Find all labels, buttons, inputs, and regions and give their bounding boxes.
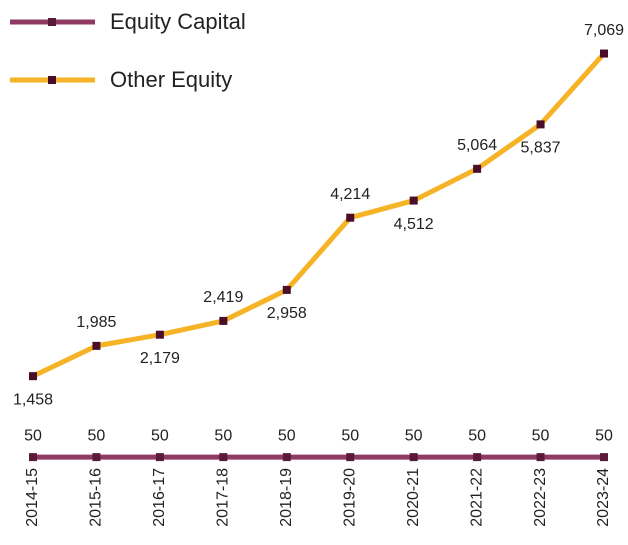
legend-marker <box>48 76 56 84</box>
series-line <box>31 51 606 379</box>
data-label: 2,419 <box>203 289 243 306</box>
x-tick-label: 2020-21 <box>405 468 422 527</box>
data-label: 2,958 <box>267 305 307 322</box>
point-marker <box>219 453 228 462</box>
point-marker <box>536 120 545 129</box>
data-label: 1,458 <box>13 391 53 408</box>
data-label: 50 <box>88 427 106 444</box>
point-marker <box>473 453 482 462</box>
data-label: 50 <box>405 427 423 444</box>
legend-marker <box>48 18 56 26</box>
data-label: 50 <box>278 427 296 444</box>
data-label: 7,069 <box>584 22 624 39</box>
x-tick-label: 2014-15 <box>24 468 41 527</box>
data-label: 5,837 <box>521 140 561 157</box>
point-marker <box>409 453 418 462</box>
point-marker <box>473 164 482 173</box>
data-label: 1,985 <box>76 314 116 331</box>
legend-label: Other Equity <box>110 67 232 92</box>
data-label: 50 <box>468 427 486 444</box>
data-label: 4,214 <box>330 186 370 203</box>
point-marker <box>29 372 37 381</box>
point-marker <box>346 453 355 462</box>
point-marker <box>155 330 164 339</box>
x-tick-label: 2018-19 <box>278 468 295 527</box>
x-tick-label: 2023-24 <box>595 468 612 527</box>
data-label: 50 <box>341 427 359 444</box>
legend-label: Equity Capital <box>110 9 246 34</box>
x-tick-label: 2017-18 <box>215 468 232 527</box>
data-label: 50 <box>595 427 613 444</box>
point-marker <box>219 316 228 325</box>
point-marker <box>282 285 291 294</box>
point-marker <box>346 213 355 222</box>
x-tick-label: 2019-20 <box>341 468 358 527</box>
point-marker <box>282 453 291 462</box>
data-label: 50 <box>24 427 42 444</box>
point-marker <box>536 453 545 462</box>
x-tick-label: 2022-23 <box>532 468 549 527</box>
point-marker <box>409 196 418 205</box>
point-marker <box>155 453 164 462</box>
data-label: 4,512 <box>394 216 434 233</box>
point-marker <box>600 49 608 58</box>
x-tick-label: 2016-17 <box>151 468 168 527</box>
point-marker <box>29 453 37 462</box>
point-marker <box>600 453 608 462</box>
data-label: 50 <box>214 427 232 444</box>
data-label: 2,179 <box>140 350 180 367</box>
data-label: 5,064 <box>457 137 497 154</box>
data-label: 50 <box>532 427 550 444</box>
x-tick-label: 2021-22 <box>468 468 485 527</box>
point-marker <box>92 453 101 462</box>
x-tick-label: 2015-16 <box>88 468 105 527</box>
data-label: 50 <box>151 427 169 444</box>
point-marker <box>92 341 101 350</box>
